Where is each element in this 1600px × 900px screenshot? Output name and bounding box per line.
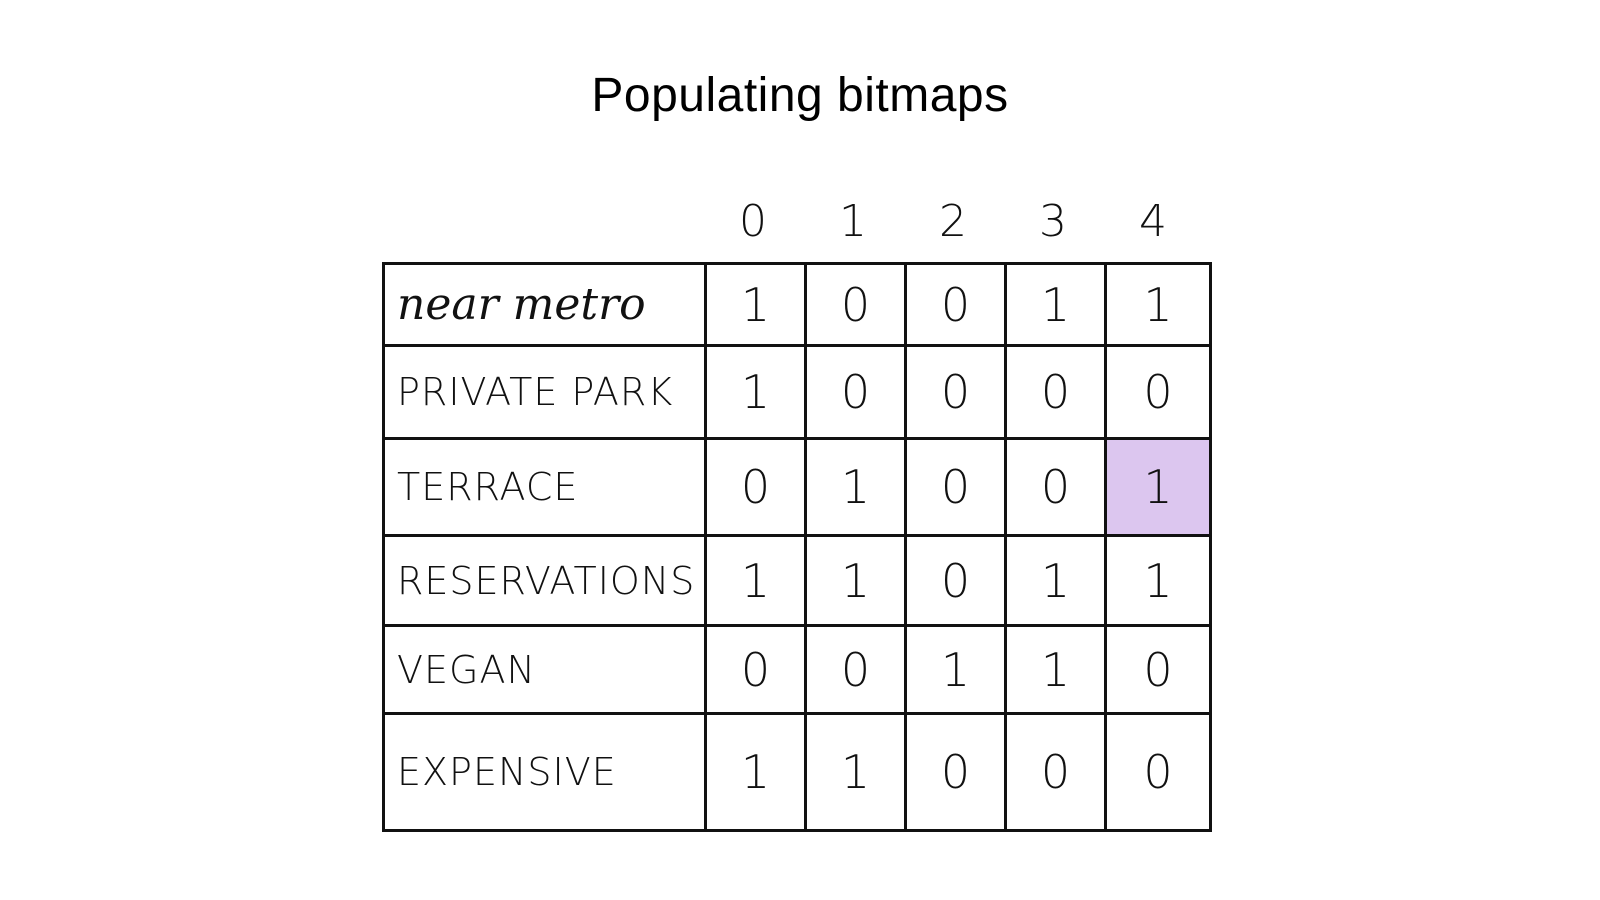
bit-cell: 0 [1143, 745, 1173, 799]
slide-title: Populating bitmaps [591, 69, 1009, 122]
bit-cell: 0 [907, 715, 1007, 829]
bit-cell: 0 [707, 627, 807, 712]
bit-cell: 0 [707, 440, 807, 534]
bit-cell: 0 [1007, 347, 1107, 437]
table-row: EXPENSIVE 1 1 0 0 0 [385, 715, 1209, 829]
column-index-0: 0 [739, 196, 767, 247]
row-label: TERRACE [385, 440, 707, 534]
bitmap-table: near metro 1 0 0 1 1 PRIVATE PARK 1 0 0 … [382, 262, 1212, 832]
table-row: TERRACE 0 1 0 0 1 [385, 440, 1209, 537]
bit-cell: 0 [807, 347, 907, 437]
bit-cell: 1 [707, 347, 807, 437]
bit-cell: 0 [1007, 715, 1107, 829]
column-index-3: 3 [1039, 196, 1067, 247]
bit-cell: 0 [907, 440, 1007, 534]
bit-cell: 0 [807, 627, 907, 712]
bit-cell: 1 [1143, 553, 1173, 608]
bit-cell: 1 [907, 627, 1007, 712]
bit-cell: 1 [707, 265, 807, 344]
row-label: PRIVATE PARK [385, 347, 707, 437]
bit-cell: 1 [1007, 627, 1107, 712]
bit-cell: 0 [807, 265, 907, 344]
bit-cell: 1 [707, 537, 807, 624]
table-row: PRIVATE PARK 1 0 0 0 0 [385, 347, 1209, 440]
table-row: VEGAN 0 0 1 1 0 [385, 627, 1209, 715]
table-row: RESERVATIONS 1 1 0 1 1 [385, 537, 1209, 627]
column-index-1: 1 [839, 196, 867, 247]
bit-cell: 1 [807, 715, 907, 829]
column-index-header: 0 1 2 3 4 [708, 196, 1212, 260]
bit-cell: 0 [907, 347, 1007, 437]
bit-cell: 0 [1143, 365, 1173, 419]
table-row: near metro 1 0 0 1 1 [385, 265, 1209, 347]
bit-cell: 1 [1143, 277, 1173, 332]
bit-cell: 0 [1143, 642, 1173, 697]
row-label: RESERVATIONS [385, 537, 707, 624]
row-label: near metro [385, 265, 707, 344]
row-label: EXPENSIVE [385, 715, 707, 829]
bit-cell: 1 [807, 537, 907, 624]
bit-cell: 1 [807, 440, 907, 534]
column-index-4: 4 [1139, 196, 1167, 247]
row-label: VEGAN [385, 627, 707, 712]
bit-cell: 1 [1007, 537, 1107, 624]
bit-cell: 1 [707, 715, 807, 829]
column-index-2: 2 [939, 196, 967, 247]
bit-cell: 1 [1007, 265, 1107, 344]
bit-cell: 0 [1007, 440, 1107, 534]
bit-cell: 0 [907, 537, 1007, 624]
bit-cell: 0 [907, 265, 1007, 344]
highlighted-bit-cell: 1 [1107, 440, 1209, 534]
